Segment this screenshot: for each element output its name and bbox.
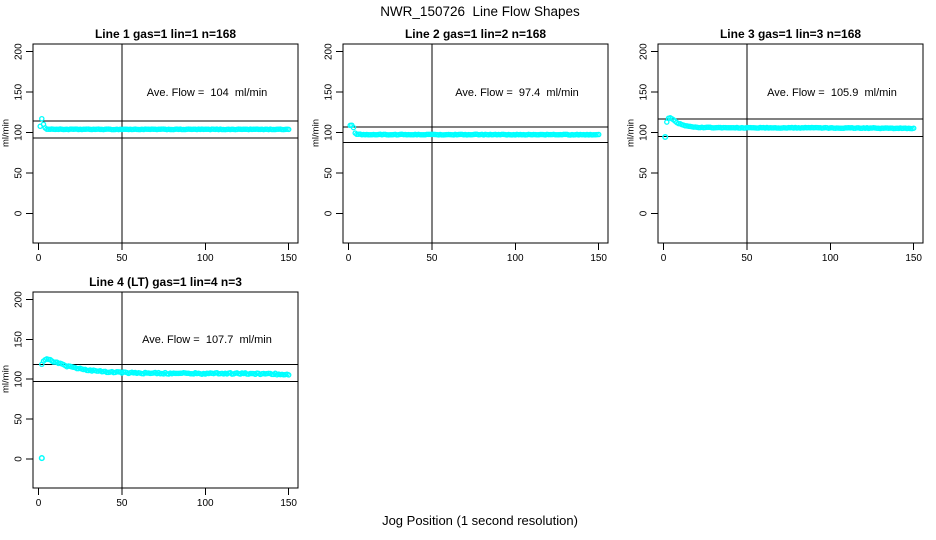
data-series: [664, 115, 917, 132]
x-axis-label: Jog Position (1 second resolution): [382, 513, 578, 528]
outlier-point: [38, 455, 45, 462]
y-tick-label: 200: [14, 291, 25, 308]
y-tick-label: 200: [14, 43, 25, 60]
x-tick-label: 100: [197, 498, 214, 509]
x-tick-label: 100: [507, 253, 524, 264]
y-tick-label: 100: [324, 124, 335, 141]
y-tick-label: 150: [14, 331, 25, 348]
panel-box: [32, 43, 299, 244]
x-tick-label: 150: [280, 498, 297, 509]
panel-4: 0 50 100 150 200 0 50 100 150: [14, 291, 299, 509]
x-tick-label: 100: [197, 253, 214, 264]
data-point: [910, 125, 917, 131]
panel-1: 0 50 100 150 200 0 50 100 150: [14, 43, 299, 264]
y-tick-label: 100: [14, 124, 25, 141]
data-point: [595, 131, 602, 138]
panel-2-ave-flow-annotation: Ave. Flow = 97.4 ml/min: [455, 87, 579, 99]
panel-box: [657, 43, 924, 244]
panel-3: 0 50 100 150 200 0 50 100 150: [639, 43, 924, 264]
panel-2: 0 50 100 150 200 0 50 100 150: [324, 43, 609, 264]
x-tick-label: 0: [346, 253, 352, 264]
y-tick-label: 0: [639, 210, 650, 216]
x-tick-label: 50: [116, 498, 128, 509]
outlier-point: [662, 133, 669, 141]
panel-1-title: Line 1 gas=1 lin=1 n=168: [94, 27, 237, 41]
y-tick-label: 50: [639, 167, 650, 179]
panel-1-ave-flow-annotation: Ave. Flow = 104 ml/min: [146, 87, 268, 99]
y-tick-label: 0: [324, 210, 335, 216]
data-point: [285, 126, 292, 133]
panel-2-y-axis-label: ml/min: [310, 119, 322, 147]
y-tick-label: 50: [14, 167, 25, 179]
panel-3-y-axis-label: ml/min: [625, 119, 637, 147]
y-tick-label: 100: [14, 370, 25, 387]
y-tick-label: 50: [14, 413, 25, 425]
figure-title: NWR_150726 Line Flow Shapes: [380, 4, 580, 19]
y-tick-label: 0: [14, 456, 25, 462]
y-tick-label: 150: [14, 83, 25, 100]
x-tick-label: 150: [590, 253, 607, 264]
data-point: [350, 124, 357, 131]
x-tick-label: 0: [661, 253, 667, 264]
x-tick-label: 50: [116, 253, 128, 264]
y-tick-label: 100: [639, 124, 650, 141]
panel-2-title: Line 2 gas=1 lin=2 n=168: [404, 27, 547, 41]
x-tick-label: 0: [36, 498, 42, 509]
panel-3-ave-flow-annotation: Ave. Flow = 105.9 ml/min: [767, 87, 897, 99]
panel-box: [32, 291, 299, 489]
panel-4-ave-flow-annotation: Ave. Flow = 107.7 ml/min: [142, 334, 272, 346]
panel-4-y-axis-label: ml/min: [0, 365, 12, 393]
x-tick-label: 150: [280, 253, 297, 264]
y-tick-label: 200: [324, 43, 335, 60]
y-tick-label: 150: [324, 83, 335, 100]
data-series: [39, 356, 292, 378]
x-tick-label: 0: [36, 253, 42, 264]
data-series: [347, 122, 602, 138]
panel-box: [342, 43, 609, 244]
panel-1-y-axis-label: ml/min: [0, 119, 12, 147]
x-tick-label: 50: [426, 253, 438, 264]
x-tick-label: 100: [822, 253, 839, 264]
panel-4-title: Line 4 (LT) gas=1 lin=4 n=3: [89, 275, 242, 289]
y-tick-label: 200: [639, 43, 650, 60]
y-tick-label: 0: [14, 210, 25, 216]
y-tick-label: 50: [324, 167, 335, 179]
data-series: [37, 115, 292, 133]
y-tick-label: 150: [639, 83, 650, 100]
data-point: [285, 372, 292, 378]
x-tick-label: 150: [905, 253, 922, 264]
data-point: [39, 115, 45, 122]
x-tick-label: 50: [741, 253, 753, 264]
panel-3-title: Line 3 gas=1 lin=3 n=168: [719, 27, 862, 41]
